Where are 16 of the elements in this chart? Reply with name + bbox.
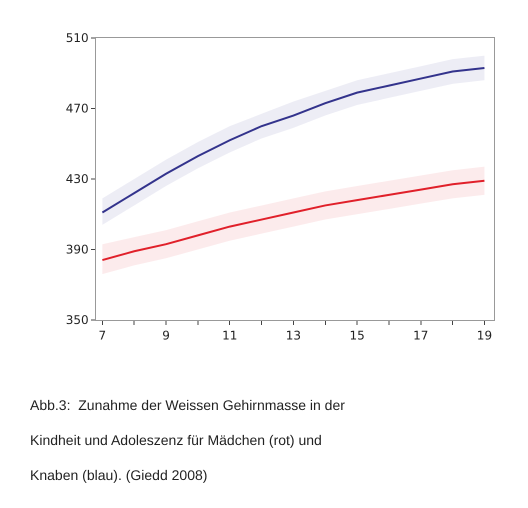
y-tick-label: 430 xyxy=(66,172,89,186)
x-tick-label: 13 xyxy=(286,328,302,342)
x-tick-label: 7 xyxy=(98,328,106,342)
caption: Abb.3: Zunahme der Weissen Gehirnmasse in der xyxy=(30,397,346,413)
y-tick-label: 470 xyxy=(66,102,89,116)
y-tick-label: 510 xyxy=(66,31,89,46)
x-tick-label: 9 xyxy=(162,328,170,342)
y-tick-label: 350 xyxy=(66,313,89,328)
line-series xyxy=(101,180,486,262)
text: Knaben (blau). (Giedd 2008) xyxy=(30,467,208,483)
x-tick-label: 15 xyxy=(349,328,365,342)
x-tick-label: 11 xyxy=(222,328,238,342)
y-tick-label: 390 xyxy=(66,242,89,257)
text: Kindheit und Adoleszenz für Mädchen (rot) und xyxy=(30,432,322,448)
x-tick-label: 17 xyxy=(413,328,428,342)
x-tick-label: 19 xyxy=(476,328,492,342)
